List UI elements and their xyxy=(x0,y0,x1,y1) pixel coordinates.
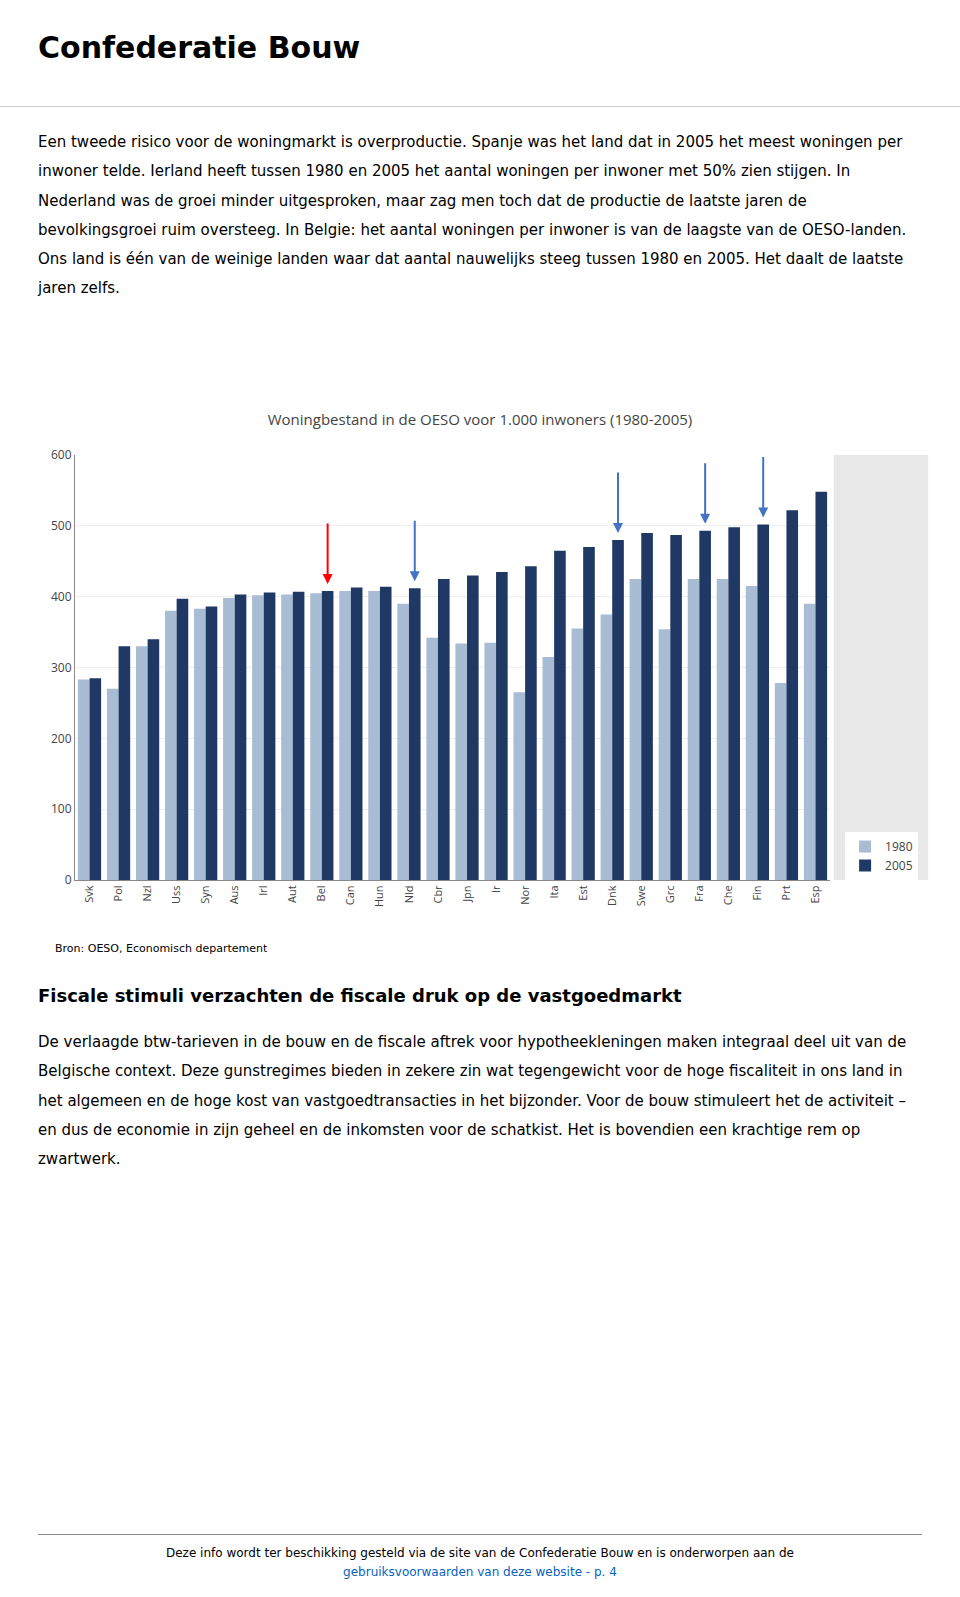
html-text:gebruiksvoorwaarden van deze w: gebruiksvoorwaarden van deze website - p… xyxy=(343,1565,617,1580)
html-text:Deze info wordt ter beschikkin: Deze info wordt ter beschikking gesteld … xyxy=(166,1546,794,1560)
svg-text:Bel: Bel xyxy=(313,885,328,901)
svg-text:Fra: Fra xyxy=(691,885,706,901)
svg-text:Svk: Svk xyxy=(81,885,96,903)
html-text:De verlaagde btw-tarieven in d: De verlaagde btw-tarieven in de bouw en … xyxy=(38,1033,907,1168)
svg-text:Aus: Aus xyxy=(226,885,241,904)
svg-text:400: 400 xyxy=(51,588,72,605)
html-text:Bron: OESO, Economisch departe: Bron: OESO, Economisch departement xyxy=(55,942,268,955)
svg-text:Aut: Aut xyxy=(284,885,299,903)
svg-text:Grc: Grc xyxy=(662,885,677,903)
svg-text:Swe: Swe xyxy=(633,885,648,906)
svg-text:Dnk: Dnk xyxy=(604,885,619,906)
svg-text:Nld: Nld xyxy=(401,885,416,903)
svg-text:Jpn: Jpn xyxy=(459,885,474,902)
svg-text:Nzl: Nzl xyxy=(139,885,154,901)
svg-text:Ir: Ir xyxy=(488,885,503,893)
svg-text:500: 500 xyxy=(51,517,72,534)
svg-text:Woningbestand in de OESO voor: Woningbestand in de OESO voor 1.000 inwo… xyxy=(268,409,693,429)
svg-text:200: 200 xyxy=(51,730,72,747)
svg-text:300: 300 xyxy=(51,659,72,676)
svg-text:Uss: Uss xyxy=(168,885,183,904)
svg-text:Syn: Syn xyxy=(197,885,212,903)
html-text:Een tweede risico voor de woni: Een tweede risico voor de woningmarkt is… xyxy=(38,133,907,298)
svg-text:Est: Est xyxy=(575,885,590,900)
svg-text:Hun: Hun xyxy=(371,885,386,907)
svg-text:Fin: Fin xyxy=(749,885,764,900)
svg-text:Irl: Irl xyxy=(255,885,270,895)
svg-text:Ita: Ita xyxy=(546,885,561,898)
html-text:Confederatie Bouw: Confederatie Bouw xyxy=(38,30,361,65)
svg-text:1980: 1980 xyxy=(885,838,913,855)
svg-text:Prt: Prt xyxy=(778,885,793,900)
svg-text:Pol: Pol xyxy=(110,885,125,901)
svg-text:Can: Can xyxy=(342,885,357,905)
svg-text:Nor: Nor xyxy=(517,885,532,905)
svg-text:2005: 2005 xyxy=(885,857,913,874)
html-text:Fiscale stimuli verzachten de: Fiscale stimuli verzachten de fiscale dr… xyxy=(38,985,682,1006)
svg-text:Che: Che xyxy=(720,885,735,905)
svg-text:600: 600 xyxy=(51,446,72,463)
svg-text:Esp: Esp xyxy=(807,885,822,903)
svg-text:100: 100 xyxy=(51,800,72,817)
svg-text:Cbr: Cbr xyxy=(430,885,445,904)
svg-text:0: 0 xyxy=(65,871,72,888)
